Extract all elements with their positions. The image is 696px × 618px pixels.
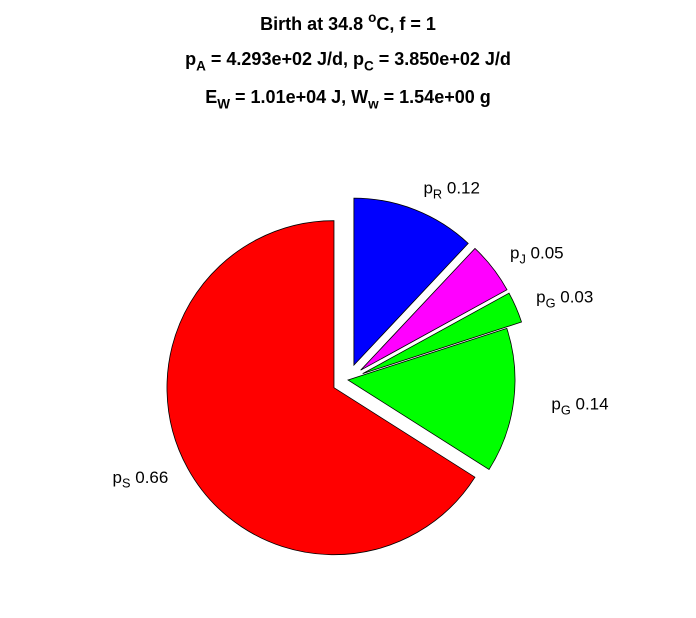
slice-label: pJ​ 0.05	[510, 244, 564, 267]
chart-title: Birth at 34.8 o​C, f = 1	[260, 9, 436, 33]
text-run: C	[364, 58, 374, 73]
text-run: p	[113, 468, 122, 487]
slice-value: 0.66	[135, 468, 168, 487]
text-run: p	[551, 395, 560, 414]
text-run: o	[368, 9, 376, 24]
pie-slice	[166, 220, 476, 556]
text-run: C, f = 1	[376, 14, 436, 34]
text-run: p	[185, 49, 196, 69]
text-run: G	[546, 296, 556, 311]
text-run: p	[423, 179, 432, 198]
text-run: G	[561, 403, 571, 418]
slice-label: pR​ 0.12	[423, 179, 480, 202]
chart-title: pA​ = 4.293e+02 J/d, pC​ = 3.850e+02 J/d	[185, 49, 511, 73]
text-run: S	[122, 476, 131, 491]
pie-slice	[353, 197, 469, 367]
text-run: E	[205, 87, 217, 107]
text-run: = 3.850e+02 J/d	[374, 49, 511, 69]
text-run: = 4.293e+02 J/d, p	[206, 49, 364, 69]
text-run: p	[510, 244, 519, 263]
text-run: = 1.01e+04 J, W	[230, 87, 368, 107]
slice-label: pG​ 0.14	[551, 395, 608, 418]
text-run: J	[519, 252, 525, 267]
text-run: Birth at 34.8	[260, 14, 368, 34]
slice-label: pG​ 0.03	[536, 288, 593, 311]
text-run: R	[433, 187, 442, 202]
text-run: W	[217, 96, 230, 111]
slice-value: 0.03	[560, 288, 593, 307]
text-run: p	[536, 288, 545, 307]
slice-value: 0.14	[576, 395, 609, 414]
text-run: = 1.54e+00 g	[379, 87, 491, 107]
slice-value: 0.12	[447, 179, 480, 198]
pie-slice	[360, 247, 508, 371]
text-run: A	[196, 58, 206, 73]
pie-slice	[347, 327, 516, 471]
text-run: w	[367, 96, 379, 111]
chart-title: EW​ = 1.01e+04 J, Ww​ = 1.54e+00 g	[205, 87, 490, 111]
slice-label: pS​ 0.66	[113, 468, 169, 491]
slice-value: 0.05	[531, 244, 564, 263]
pie-slice	[362, 292, 523, 375]
